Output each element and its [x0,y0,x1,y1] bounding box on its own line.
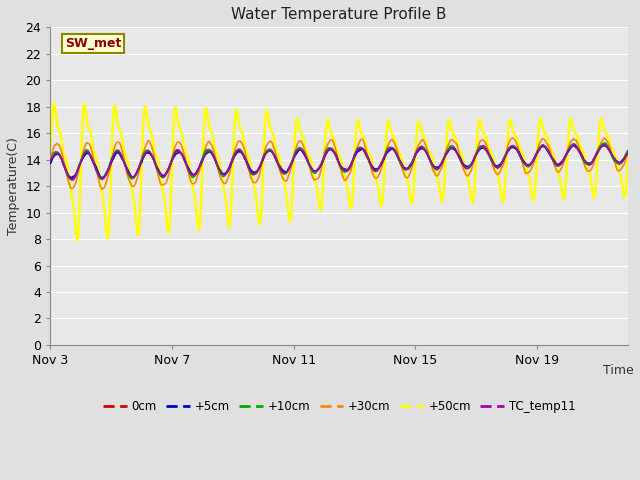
Y-axis label: Temperature(C): Temperature(C) [7,137,20,235]
Legend: 0cm, +5cm, +10cm, +30cm, +50cm, TC_temp11: 0cm, +5cm, +10cm, +30cm, +50cm, TC_temp1… [99,396,580,418]
Text: Time: Time [603,364,634,377]
Title: Water Temperature Profile B: Water Temperature Profile B [232,7,447,22]
Text: SW_met: SW_met [65,37,121,50]
